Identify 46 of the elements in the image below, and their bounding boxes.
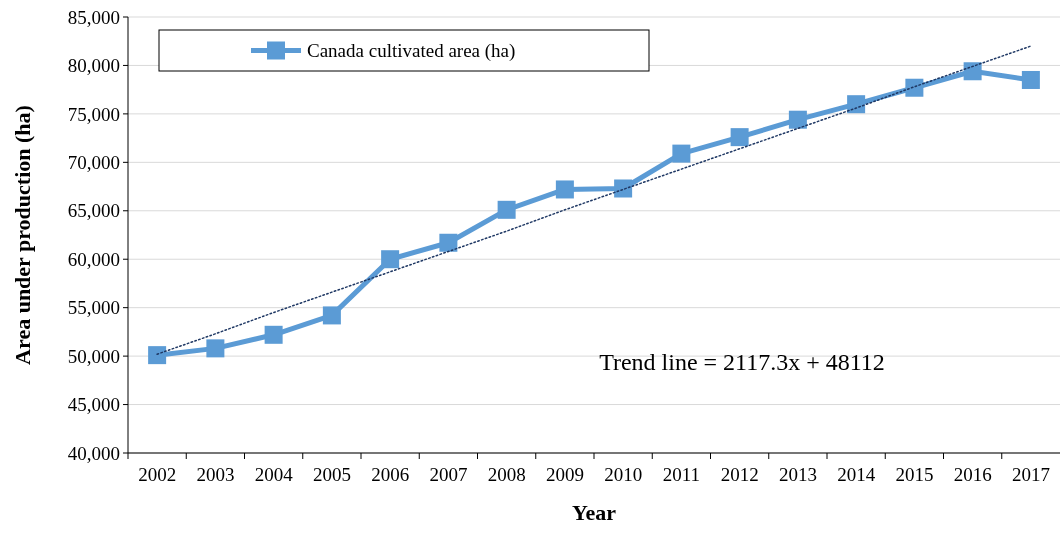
x-tick-label: 2015 [895,464,934,485]
x-tick-label: 2017 [1011,464,1050,485]
point [905,78,924,97]
x-tick-label: 2002 [138,464,177,485]
point [788,110,807,129]
y-tick-label: 40,000 [67,442,120,464]
x-tick-label: 2013 [778,464,817,485]
point [672,144,691,163]
point [439,233,458,252]
x-tick-label: 2016 [953,464,992,485]
point [264,325,283,344]
point [497,200,516,219]
x-tick-label: 2007 [429,464,468,485]
x-tick-label: 2008 [487,464,526,485]
y-tick-label: 55,000 [67,297,120,319]
x-tick-label: 2009 [545,464,584,485]
y-tick-label: 75,000 [67,103,120,125]
point [381,250,400,269]
legend-label: Canada cultivated area (ha) [307,40,516,63]
point [847,95,866,114]
y-tick-label: 45,000 [67,394,120,416]
point [1021,70,1040,89]
point [614,179,633,198]
point [555,180,574,199]
x-tick-label: 2003 [196,464,235,485]
x-tick-label: 2004 [254,464,294,485]
y-tick-label: 60,000 [67,248,120,270]
x-axis-title: Year [572,500,617,525]
y-tick-label: 65,000 [67,200,120,222]
point [206,339,225,358]
point [148,346,167,365]
y-tick-label: 85,000 [67,6,120,28]
y-tick-label: 50,000 [67,345,120,367]
x-tick-label: 2005 [312,464,351,485]
y-axis-title: Area under production (ha) [10,105,35,365]
x-tick-label: 2006 [371,464,410,485]
point [963,62,982,81]
point [322,306,341,325]
y-tick-label: 80,000 [67,55,120,77]
annotation: Trend line = 2117.3x + 48112 [599,349,885,375]
x-tick-label: 2011 [662,464,701,485]
y-tick-label: 70,000 [67,151,120,173]
x-tick-label: 2010 [604,464,643,485]
x-tick-label: 2012 [720,464,759,485]
point [730,128,749,147]
x-tick-label: 2014 [837,464,876,485]
